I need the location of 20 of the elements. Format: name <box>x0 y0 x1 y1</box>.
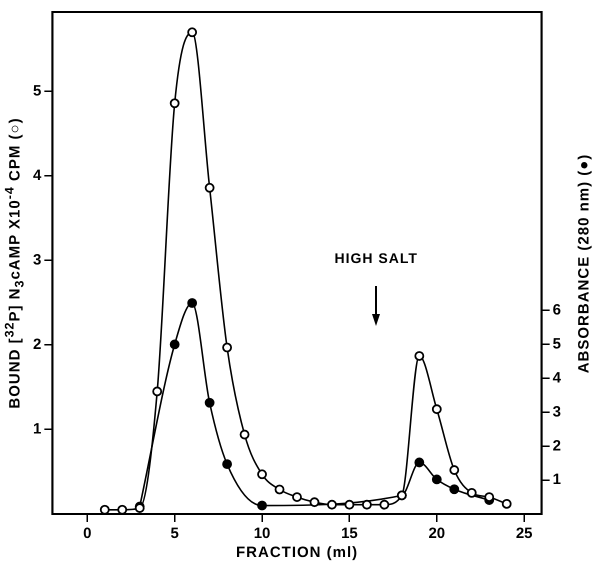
x-tick-label: 10 <box>254 525 270 542</box>
annotation: HIGH SALT <box>334 250 418 266</box>
y2-tick-label: 3 <box>552 403 561 420</box>
y-tick-label: 5 <box>33 82 42 100</box>
y-tick-label: 2 <box>33 336 42 354</box>
x-tick-label: 15 <box>341 525 358 542</box>
x-tick-label: 0 <box>83 525 92 542</box>
y2-tick-label: 4 <box>552 369 562 386</box>
y2-axis-title: ABSORBANCE (280 nm) (●) <box>575 153 592 373</box>
x-axis-title: FRACTION (ml) <box>236 544 358 561</box>
x-tick-label: 20 <box>428 525 446 542</box>
y-tick-label: 3 <box>33 252 42 269</box>
y2-tick-label: 6 <box>552 302 561 319</box>
y-tick-label: 4 <box>33 167 42 184</box>
x-tick-label: 5 <box>170 525 179 542</box>
y2-tick-label: 2 <box>552 437 561 454</box>
y-tick-label: 1 <box>33 420 42 438</box>
y2-tick-label: 5 <box>552 336 561 353</box>
x-tick-label: 25 <box>516 525 533 542</box>
y2-tick-label: 1 <box>552 471 561 488</box>
